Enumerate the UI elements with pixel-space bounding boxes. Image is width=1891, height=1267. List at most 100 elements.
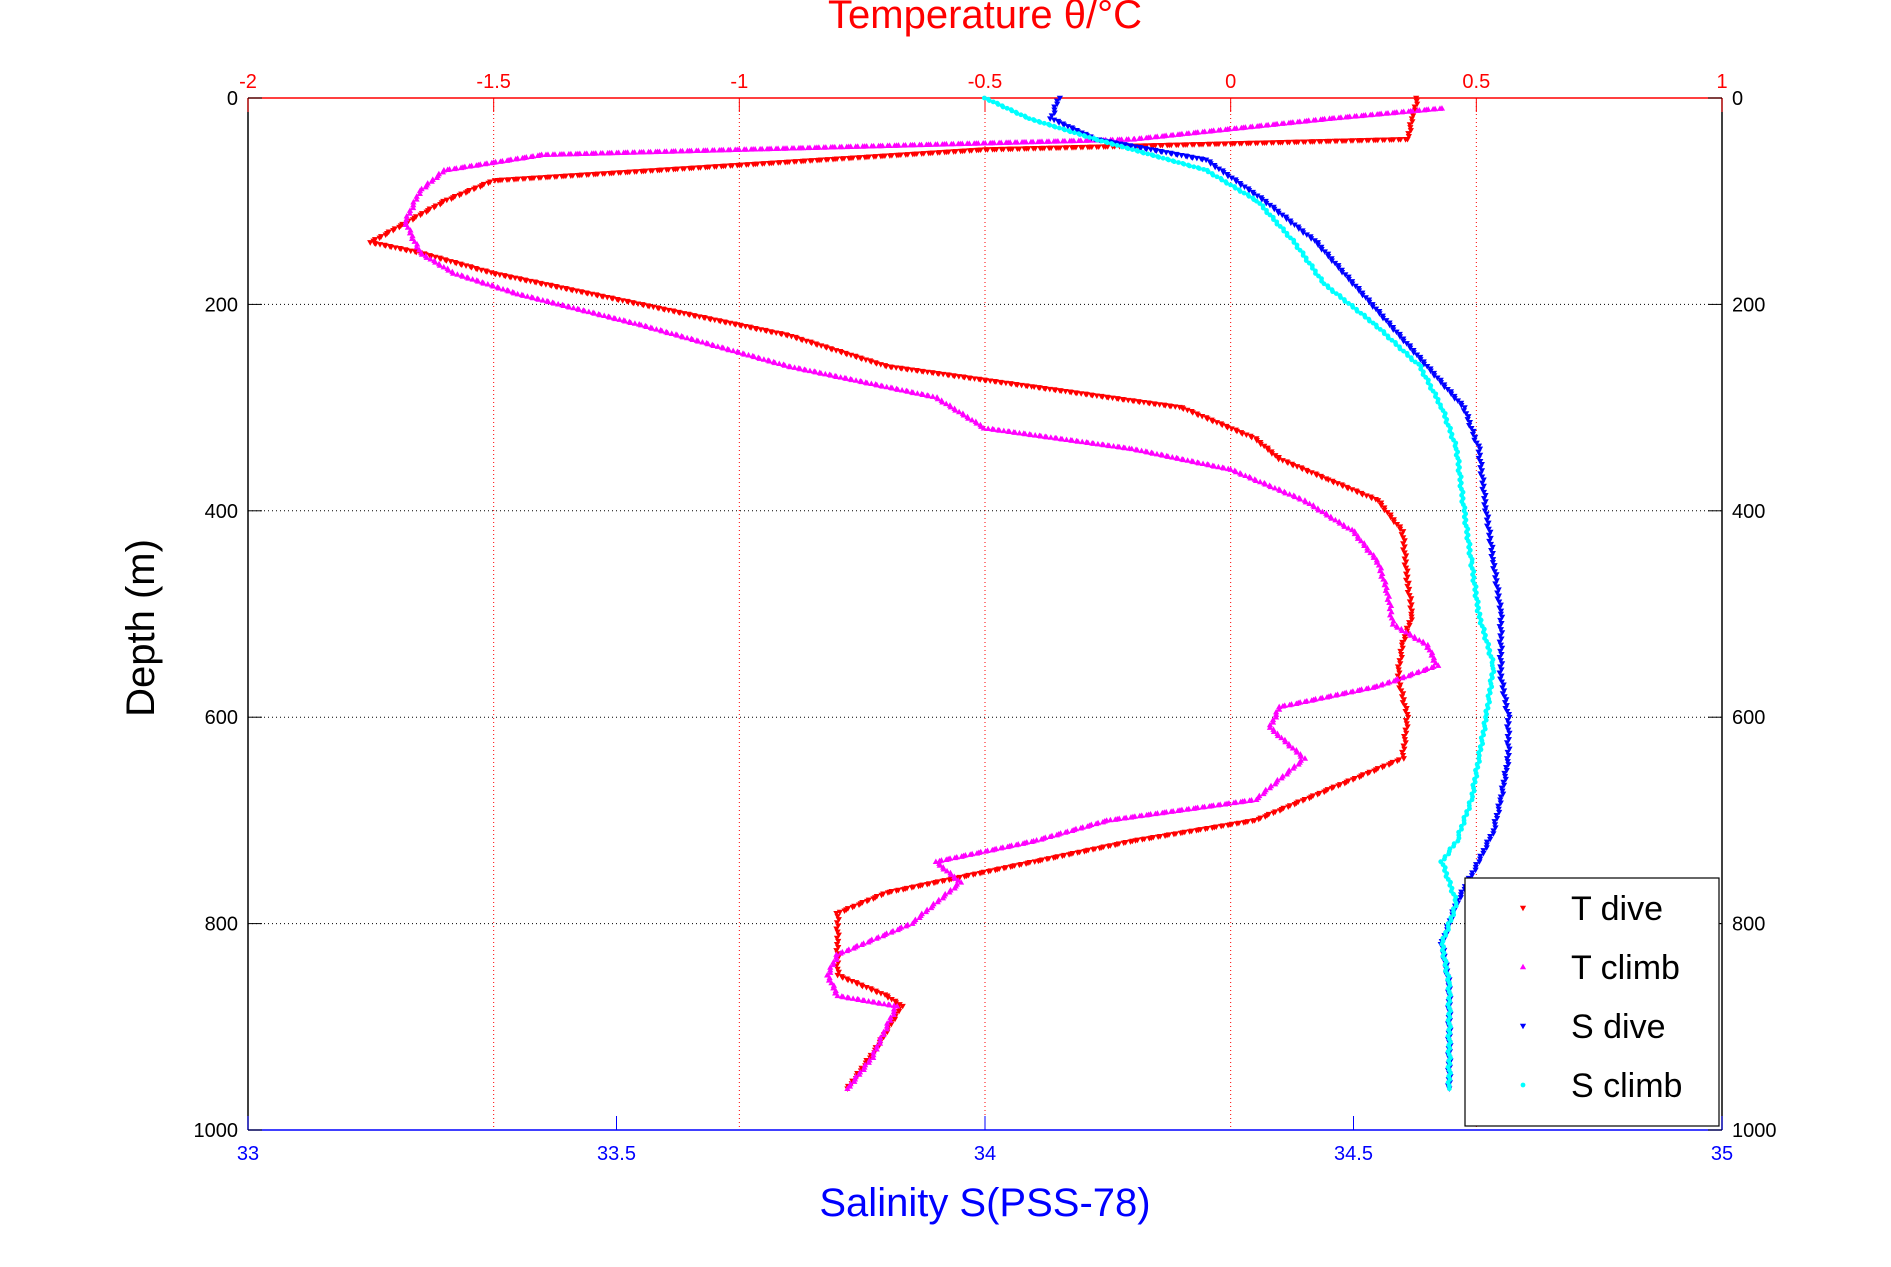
data-point [1184, 457, 1191, 463]
data-point [1347, 138, 1355, 144]
data-point [1505, 727, 1512, 734]
data-point [879, 383, 886, 389]
data-point [1171, 159, 1177, 165]
data-point [1159, 809, 1166, 816]
data-point [1498, 661, 1506, 667]
data-point [1389, 337, 1395, 343]
data-point [1227, 466, 1234, 472]
data-point [1279, 703, 1286, 709]
data-point [1505, 753, 1512, 759]
data-point [1004, 105, 1010, 111]
data-point [1204, 141, 1212, 148]
data-point [886, 153, 894, 159]
data-point [955, 140, 962, 147]
data-point [704, 340, 712, 347]
data-point [1477, 465, 1484, 471]
data-point [1341, 780, 1348, 787]
data-point [1498, 636, 1505, 642]
data-point [835, 932, 842, 939]
data-point [423, 209, 430, 216]
data-point [1008, 381, 1015, 388]
data-point [1402, 727, 1409, 734]
data-point [845, 155, 853, 162]
data-point [884, 142, 891, 149]
data-point [1401, 637, 1409, 643]
data-point [423, 254, 430, 260]
data-point [563, 286, 570, 293]
data-point [1062, 829, 1069, 835]
data-point [1420, 667, 1427, 674]
data-point [823, 345, 830, 351]
legend-item: T dive [1519, 890, 1663, 928]
data-point [846, 1083, 854, 1089]
data-point [1364, 771, 1371, 777]
data-point [992, 379, 1000, 385]
data-point [838, 156, 846, 162]
data-point [408, 235, 416, 242]
data-point [1168, 808, 1175, 814]
data-point [1338, 138, 1346, 145]
data-point [1499, 788, 1506, 795]
data-point [887, 1017, 894, 1023]
data-point [1183, 130, 1191, 136]
data-point [1402, 577, 1410, 584]
data-point [1405, 714, 1412, 721]
data-point [1105, 843, 1112, 850]
data-point [894, 1002, 901, 1009]
data-point [495, 284, 502, 291]
data-point [410, 204, 417, 211]
data-point [1095, 137, 1100, 143]
data-point [908, 367, 915, 374]
data-point [1469, 797, 1475, 803]
data-point [730, 347, 737, 354]
top-tick-label: 0 [1225, 71, 1236, 93]
data-point [1130, 136, 1137, 142]
data-point [973, 850, 981, 856]
data-point [1506, 714, 1513, 721]
data-point [951, 854, 959, 861]
data-point [1480, 477, 1487, 484]
data-point [466, 163, 473, 169]
data-point [1398, 694, 1406, 700]
data-point [1443, 932, 1449, 938]
data-point [1120, 144, 1125, 150]
data-point [1238, 471, 1245, 477]
data-point [1498, 620, 1505, 627]
data-point [437, 201, 444, 208]
data-point [832, 348, 840, 354]
data-point [834, 966, 841, 973]
data-point [565, 150, 573, 157]
data-point [1504, 709, 1511, 715]
data-point [802, 366, 809, 373]
data-point [951, 373, 958, 380]
data-point [977, 377, 984, 383]
data-point [1377, 681, 1385, 688]
data-point [827, 372, 834, 378]
data-point [1233, 821, 1241, 827]
data-point [1373, 559, 1380, 565]
data-point [428, 178, 435, 184]
data-point [1152, 133, 1159, 140]
data-point [1500, 682, 1507, 688]
data-point [1502, 706, 1509, 712]
data-point [1496, 670, 1503, 677]
data-point [930, 880, 938, 887]
data-point [1497, 800, 1504, 807]
data-point [1082, 134, 1088, 139]
data-point [1498, 667, 1505, 673]
data-point [893, 888, 900, 894]
data-point [1401, 562, 1408, 569]
data-point [828, 979, 835, 986]
data-point [596, 311, 604, 318]
data-point [1397, 682, 1404, 688]
data-point [1000, 104, 1006, 110]
data-point [668, 148, 675, 154]
data-point [918, 151, 925, 157]
data-point [781, 362, 788, 368]
data-point [609, 296, 616, 302]
data-point [1307, 139, 1314, 145]
data-point [1351, 113, 1358, 119]
data-point [507, 275, 515, 281]
data-point [1408, 596, 1415, 602]
data-point [1190, 129, 1197, 136]
